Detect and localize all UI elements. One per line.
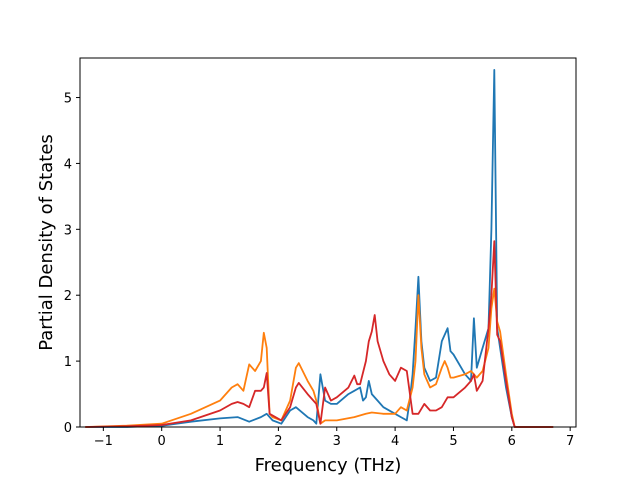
y-tick-label: 4: [64, 157, 72, 172]
plot-area: [84, 69, 554, 428]
x-tick-label: 5: [449, 434, 457, 449]
x-axis-label: Frequency (THz): [255, 455, 402, 476]
series-line-2: [84, 287, 554, 428]
y-tick-label: 5: [64, 92, 72, 107]
x-tick-label: 6: [508, 434, 516, 449]
axis-ticks: −1 0 1 2 3 4 5 6 7 0 1 2 3 4 5: [64, 92, 575, 449]
y-tick-label: 3: [64, 223, 72, 238]
x-tick-label: −1: [94, 434, 113, 449]
x-tick-label: 0: [158, 434, 166, 449]
x-tick-label: 4: [391, 434, 399, 449]
x-tick-label: 7: [566, 434, 574, 449]
y-axis-label: Partial Density of States: [36, 134, 57, 351]
y-tick-label: 1: [64, 355, 72, 370]
x-tick-label: 2: [274, 434, 282, 449]
series-line-1: [84, 69, 554, 428]
series-line-3: [84, 240, 554, 428]
x-tick-label: 3: [333, 434, 341, 449]
plot-frame: [79, 57, 577, 428]
y-tick-label: 2: [64, 289, 72, 304]
y-tick-label: 0: [64, 421, 72, 436]
x-tick-label: 1: [216, 434, 224, 449]
